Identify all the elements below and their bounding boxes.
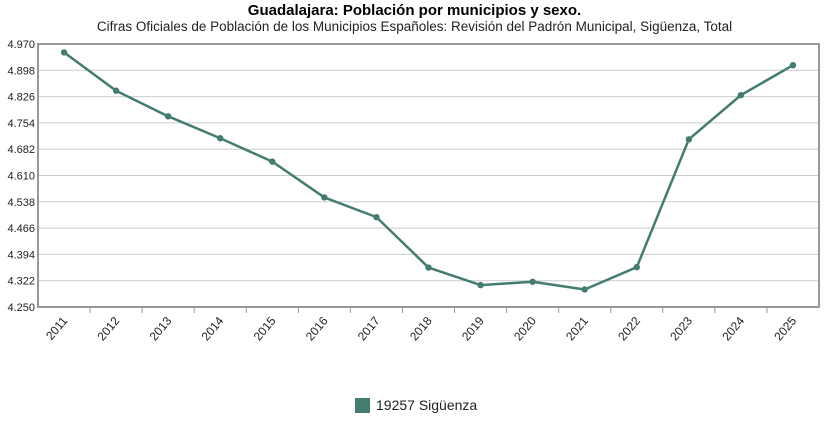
x-tick-label: 2018 [407, 314, 435, 344]
data-point [685, 136, 693, 143]
data-point [529, 278, 536, 285]
x-tick-label: 2019 [459, 314, 487, 344]
y-tick-label: 4.466 [7, 223, 35, 235]
y-tick-label: 4.682 [7, 144, 35, 156]
plot-border [37, 43, 820, 308]
data-point [321, 194, 328, 201]
x-tick-label: 2014 [199, 314, 227, 344]
x-tick-label: 2012 [95, 314, 123, 344]
x-tick-label: 2025 [771, 314, 799, 344]
data-point [164, 113, 172, 120]
x-tick-label: 2015 [251, 314, 279, 344]
y-tick-label: 4.250 [7, 302, 35, 314]
data-point [269, 158, 276, 165]
x-tick-label: 2017 [355, 314, 383, 344]
data-point [373, 213, 380, 221]
x-tick-label: 2023 [667, 314, 695, 344]
chart-subtitle: Cifras Oficiales de Población de los Mun… [96, 19, 733, 34]
x-tick-label: 2024 [719, 314, 747, 344]
x-tick-label: 2016 [303, 314, 331, 344]
x-tick-label: 2022 [615, 314, 643, 344]
data-point [789, 61, 797, 69]
data-point [217, 135, 224, 142]
data-point [477, 281, 484, 289]
y-tick-label: 4.970 [7, 39, 35, 51]
legend-label: 19257 Sigüenza [376, 397, 478, 413]
data-point [112, 87, 120, 94]
y-tick-label: 4.538 [7, 197, 35, 209]
data-point [633, 263, 640, 271]
data-point [60, 49, 68, 56]
x-tick-label: 2020 [511, 314, 539, 344]
y-tick-label: 4.754 [7, 118, 35, 130]
x-tick-label: 2013 [147, 314, 175, 344]
legend: 19257 Sigüenza [355, 397, 477, 413]
data-point [581, 286, 588, 293]
y-tick-label: 4.610 [7, 171, 35, 183]
chart-title: Guadalajara: Población por municipios y … [247, 2, 582, 19]
y-tick-label: 4.394 [7, 249, 35, 261]
y-tick-label: 4.898 [7, 65, 35, 77]
y-tick-label: 4.322 [7, 276, 35, 288]
x-tick-label: 2011 [43, 314, 71, 343]
data-point [425, 264, 432, 271]
y-tick-label: 4.826 [7, 92, 35, 104]
data-point [737, 91, 745, 99]
legend-swatch [355, 397, 370, 413]
x-tick-label: 2021 [563, 314, 591, 344]
